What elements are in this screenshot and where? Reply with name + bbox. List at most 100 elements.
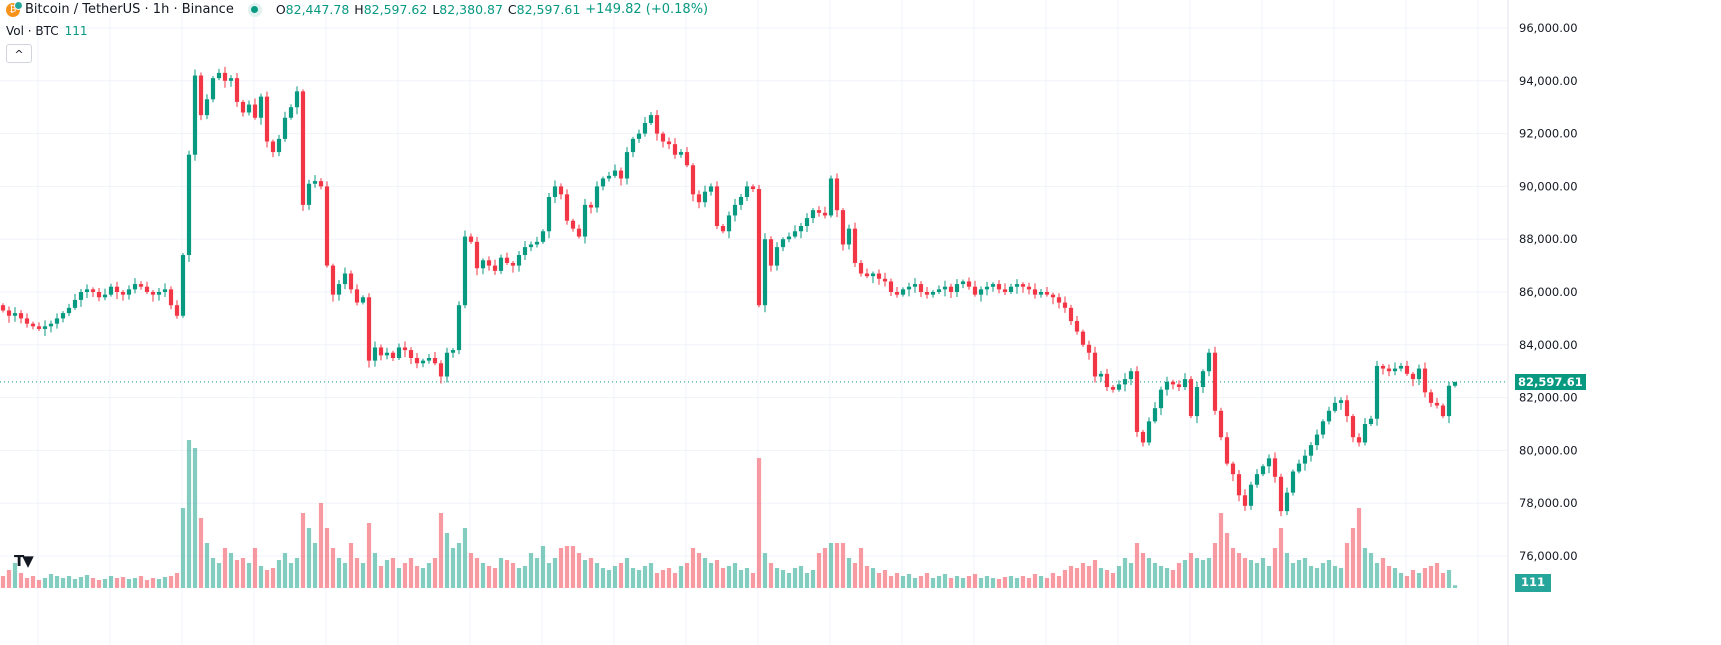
candle-body bbox=[1398, 365, 1404, 369]
volume-bar bbox=[996, 579, 1002, 588]
volume-bar bbox=[1038, 576, 1044, 588]
candle-body bbox=[1140, 431, 1146, 443]
volume-bar bbox=[414, 566, 420, 588]
candle-body bbox=[864, 273, 870, 277]
volume-bar bbox=[690, 548, 696, 588]
candle-body bbox=[1104, 373, 1110, 388]
candle-body bbox=[1434, 402, 1440, 406]
volume-bar bbox=[894, 573, 900, 588]
volume-bar bbox=[534, 558, 540, 588]
volume-bar bbox=[600, 568, 606, 588]
volume-bar bbox=[1332, 566, 1338, 588]
candle-body bbox=[48, 323, 54, 327]
volume-bar bbox=[336, 558, 342, 588]
volume-bar bbox=[636, 570, 642, 588]
candle-body bbox=[12, 313, 18, 316]
volume-bar bbox=[18, 573, 24, 588]
symbol-title[interactable]: Bitcoin / TetherUS · 1h · Binance bbox=[25, 2, 234, 17]
volume-bar bbox=[228, 553, 234, 588]
candle-body bbox=[1164, 381, 1170, 390]
volume-bar bbox=[42, 578, 48, 588]
candle-body bbox=[84, 289, 90, 292]
volume-bar bbox=[1116, 566, 1122, 588]
candle-body bbox=[1062, 302, 1068, 308]
candle-body bbox=[360, 297, 366, 303]
candle-body bbox=[672, 144, 678, 155]
y-tick-label: 80,000.00 bbox=[1519, 443, 1578, 457]
candle-body bbox=[306, 183, 312, 205]
candle-body bbox=[378, 347, 384, 356]
candle-body bbox=[414, 358, 420, 364]
volume-bar bbox=[498, 558, 504, 588]
volume-bar bbox=[582, 560, 588, 588]
candle-body bbox=[300, 91, 306, 205]
candle-body bbox=[1362, 424, 1368, 443]
volume-bar bbox=[1008, 576, 1014, 588]
volume-bar bbox=[666, 568, 672, 588]
volume-bar bbox=[1416, 573, 1422, 588]
candle-body bbox=[1452, 381, 1458, 386]
volume-bar bbox=[54, 576, 60, 588]
volume-bar bbox=[816, 553, 822, 588]
tradingview-logo[interactable]: T▼ bbox=[14, 552, 34, 570]
candle-body bbox=[792, 231, 798, 237]
volume-bar bbox=[1092, 560, 1098, 588]
volume-bar bbox=[366, 523, 372, 588]
candle-body bbox=[798, 226, 804, 232]
volume-bar bbox=[906, 574, 912, 588]
volume-bar bbox=[300, 513, 306, 588]
candle-body bbox=[234, 78, 240, 102]
volume-bar bbox=[444, 533, 450, 588]
candle-body bbox=[1248, 484, 1254, 506]
candle-body bbox=[456, 305, 462, 351]
candle-body bbox=[144, 286, 150, 292]
volume-bar bbox=[1326, 560, 1332, 588]
candle-body bbox=[1380, 365, 1386, 369]
market-status-icon[interactable] bbox=[247, 2, 262, 17]
volume-tag: 111 bbox=[1515, 574, 1552, 592]
volume-bar bbox=[798, 566, 804, 588]
collapse-legend-button[interactable]: ^ bbox=[6, 44, 32, 63]
volume-bar bbox=[846, 558, 852, 588]
volume-bar bbox=[966, 576, 972, 588]
price-axis[interactable]: 96,000.00 94,000.00 92,000.00 90,000.00 88,0… bbox=[1519, 21, 1578, 563]
volume-bar bbox=[1398, 573, 1404, 588]
candle-body bbox=[1350, 416, 1356, 438]
ohlc-high: H82,597.62 bbox=[354, 2, 428, 17]
volume-bar bbox=[780, 570, 786, 588]
candle-body bbox=[588, 204, 594, 208]
volume-bar bbox=[558, 548, 564, 588]
candle-body bbox=[336, 284, 342, 295]
ohlc-open: O82,447.78 bbox=[275, 2, 350, 17]
candle-body bbox=[624, 152, 630, 179]
volume-bar bbox=[804, 573, 810, 588]
candle-body bbox=[714, 186, 720, 226]
volume-bar bbox=[1128, 563, 1134, 588]
candle-body bbox=[900, 289, 906, 295]
candle-body bbox=[1170, 381, 1176, 385]
volume-bar bbox=[216, 563, 222, 588]
candle-body bbox=[678, 152, 684, 155]
volume-bar bbox=[606, 570, 612, 588]
volume-bar bbox=[1422, 568, 1428, 588]
volume-bar bbox=[1296, 560, 1302, 588]
volume-bar bbox=[1386, 566, 1392, 588]
candle-body bbox=[870, 273, 876, 277]
volume-bar bbox=[918, 576, 924, 588]
candle-body bbox=[582, 204, 588, 237]
candle-body bbox=[504, 257, 510, 263]
volume-bar bbox=[732, 563, 738, 588]
candle-body bbox=[540, 231, 546, 242]
bitcoin-icon: ₿ bbox=[6, 0, 23, 17]
volume-bar bbox=[1404, 576, 1410, 588]
volume-bar bbox=[678, 566, 684, 588]
volume-bar bbox=[588, 558, 594, 588]
y-tick-label: 76,000.00 bbox=[1519, 549, 1578, 563]
volume-bar bbox=[1434, 563, 1440, 588]
candle-body bbox=[240, 101, 246, 113]
candle-body bbox=[576, 228, 582, 237]
candle-body bbox=[1254, 474, 1260, 485]
candle-body bbox=[1344, 400, 1350, 417]
candle-body bbox=[786, 236, 792, 240]
